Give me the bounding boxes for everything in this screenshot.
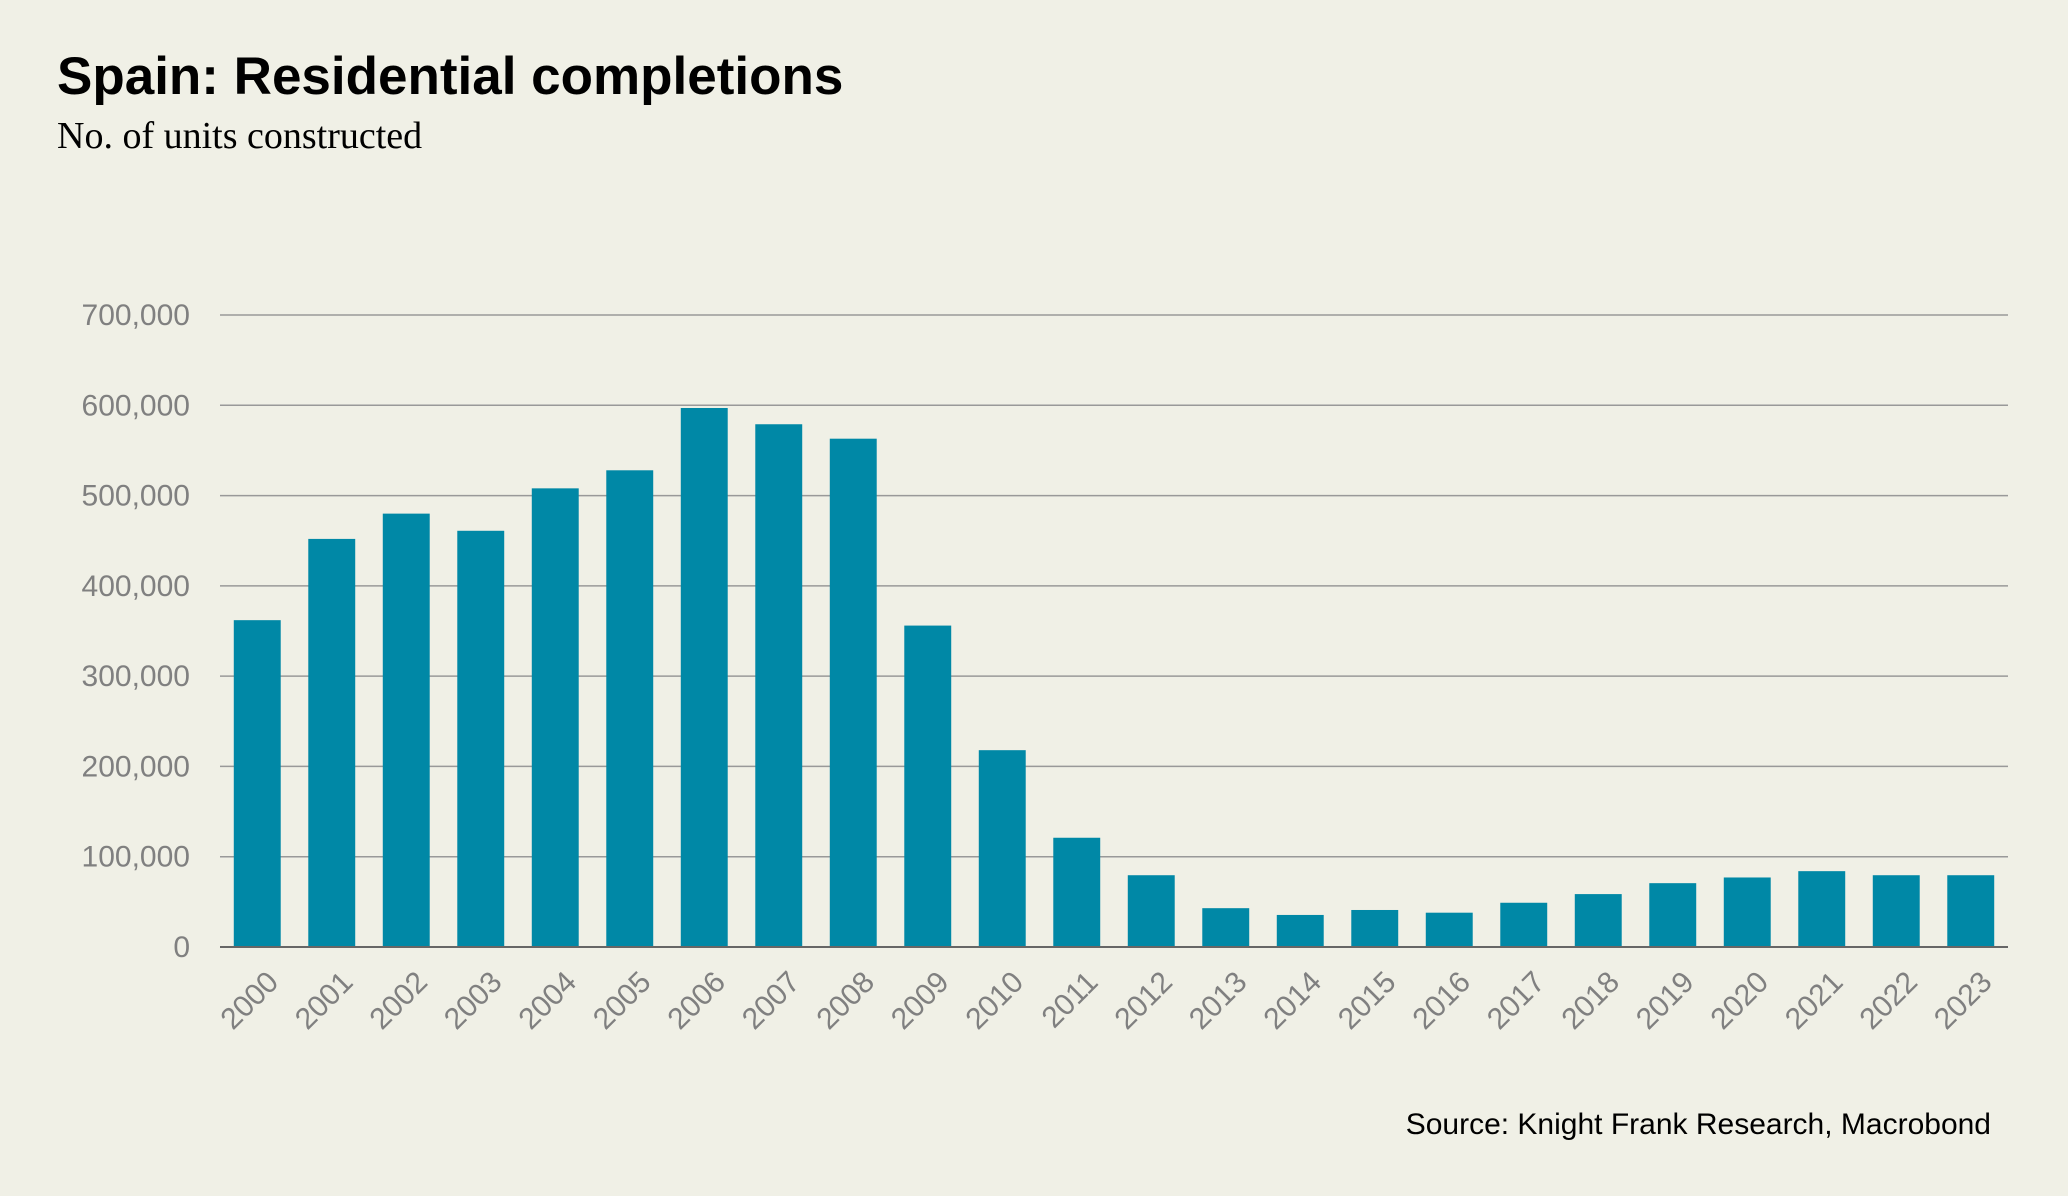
y-tick-label: 700,000 bbox=[82, 299, 190, 332]
bar-2012 bbox=[1127, 875, 1175, 947]
bar-2001 bbox=[308, 538, 356, 947]
x-tick-label: 2016 bbox=[1407, 965, 1478, 1036]
bar-2004 bbox=[531, 488, 579, 947]
bar-2019 bbox=[1649, 883, 1697, 947]
bar-2007 bbox=[755, 424, 803, 947]
source-note: Source: Knight Frank Research, Macrobond bbox=[1405, 1108, 1991, 1141]
bar-2015 bbox=[1351, 909, 1399, 947]
x-tick-label: 2010 bbox=[960, 965, 1031, 1036]
x-tick-label: 2020 bbox=[1705, 965, 1776, 1036]
bar-2022 bbox=[1872, 875, 1920, 947]
bar-2014 bbox=[1276, 914, 1324, 947]
x-tick-label: 2011 bbox=[1036, 965, 1105, 1034]
x-tick-label: 2004 bbox=[513, 965, 584, 1036]
x-tick-label: 2001 bbox=[289, 965, 360, 1036]
y-tick-label: 400,000 bbox=[82, 570, 190, 603]
x-tick-label: 2021 bbox=[1779, 965, 1850, 1036]
bar-2017 bbox=[1500, 902, 1548, 947]
bar-2016 bbox=[1425, 912, 1473, 947]
x-tick-label: 2017 bbox=[1481, 965, 1552, 1036]
x-tick-label: 2003 bbox=[438, 965, 509, 1036]
x-tick-label: 2007 bbox=[736, 965, 807, 1036]
x-tick-label: 2000 bbox=[215, 965, 286, 1036]
x-tick-label: 2022 bbox=[1854, 965, 1925, 1036]
bar-2023 bbox=[1947, 875, 1995, 947]
bar-2000 bbox=[233, 620, 281, 947]
y-tick-label: 300,000 bbox=[82, 660, 190, 693]
chart-title: Spain: Residential completions bbox=[57, 47, 844, 106]
bar-2002 bbox=[382, 513, 430, 947]
bar-2006 bbox=[680, 407, 728, 948]
x-tick-label: 2009 bbox=[885, 965, 956, 1036]
x-tick-label: 2023 bbox=[1928, 965, 1999, 1036]
bar-2009 bbox=[904, 625, 952, 947]
x-tick-label: 2019 bbox=[1630, 965, 1701, 1036]
bar-2010 bbox=[978, 750, 1026, 947]
bar-2005 bbox=[606, 470, 654, 947]
x-tick-label: 2013 bbox=[1183, 965, 1254, 1036]
y-tick-label: 500,000 bbox=[82, 480, 190, 513]
bar-2013 bbox=[1202, 908, 1250, 947]
x-tick-label: 2002 bbox=[364, 965, 435, 1036]
bar-2020 bbox=[1723, 877, 1771, 947]
x-tick-label: 2018 bbox=[1556, 965, 1627, 1036]
x-tick-label: 2008 bbox=[811, 965, 882, 1036]
bar-2021 bbox=[1798, 871, 1846, 947]
x-tick-label: 2005 bbox=[587, 965, 658, 1036]
y-tick-label: 200,000 bbox=[82, 750, 190, 783]
x-tick-label: 2014 bbox=[1258, 965, 1329, 1036]
chart-subtitle: No. of units constructed bbox=[57, 115, 423, 157]
y-tick-label: 0 bbox=[173, 931, 190, 964]
bar-2018 bbox=[1574, 894, 1622, 947]
bar-2011 bbox=[1053, 837, 1101, 947]
bar-2003 bbox=[457, 530, 505, 947]
x-tick-label: 2015 bbox=[1332, 965, 1403, 1036]
x-tick-label: 2012 bbox=[1109, 965, 1180, 1036]
y-tick-label: 100,000 bbox=[82, 841, 190, 874]
bar-2008 bbox=[829, 438, 877, 947]
y-tick-label: 600,000 bbox=[82, 389, 190, 422]
x-tick-label: 2006 bbox=[662, 965, 733, 1036]
